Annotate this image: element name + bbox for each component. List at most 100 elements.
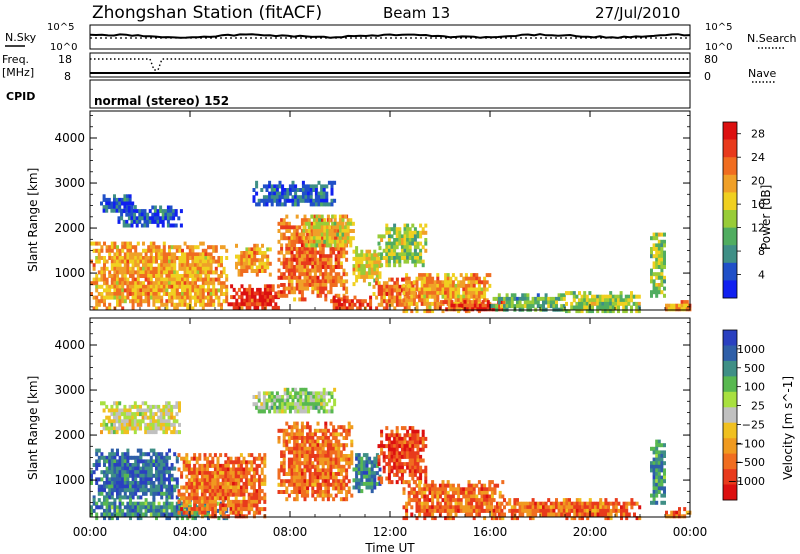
velocity-cell <box>103 459 106 464</box>
velocity-cell <box>255 496 259 501</box>
velocity-cell <box>334 475 338 480</box>
power-cell <box>201 256 205 260</box>
velocity-cell <box>208 492 212 497</box>
power-cell <box>290 236 294 241</box>
velocity-cell <box>131 484 135 489</box>
velocity-cell <box>136 481 140 485</box>
power-cell <box>136 281 140 286</box>
velocity-cell <box>334 428 338 433</box>
power-cell <box>470 291 474 296</box>
power-cell <box>131 252 135 257</box>
power-cell <box>675 303 679 308</box>
velocity-cell <box>95 505 99 510</box>
power-cell <box>306 279 310 284</box>
velocity-cell <box>152 481 156 485</box>
power-cell <box>685 307 689 312</box>
power-cell <box>131 292 135 296</box>
velocity-cell <box>224 471 228 476</box>
velocity-cell <box>234 514 238 519</box>
power-cell <box>352 264 356 269</box>
power-cell <box>332 306 336 311</box>
velocity-cell <box>213 485 217 490</box>
velocity-cell <box>103 498 106 503</box>
power-cell <box>113 292 117 296</box>
power-cell <box>110 281 114 286</box>
velocity-cell <box>329 446 333 451</box>
power-cell <box>255 243 259 248</box>
power-cell <box>369 295 373 300</box>
velocity-cell <box>291 398 295 403</box>
power-cell <box>140 223 144 228</box>
power-cell <box>285 275 289 280</box>
velocity-cell <box>273 409 277 414</box>
velocity-cell <box>211 510 215 515</box>
power-cell <box>655 261 659 266</box>
velocity-cell <box>139 505 143 510</box>
power-cell <box>248 298 252 303</box>
power-cell <box>126 201 129 206</box>
power-cell <box>116 248 119 253</box>
power-cell <box>186 274 190 278</box>
velocity-cell <box>365 460 369 465</box>
velocity-cell <box>113 412 116 417</box>
power-cell <box>311 275 315 280</box>
power-cell <box>321 254 325 259</box>
velocity-cell <box>321 428 325 433</box>
velocity-cell <box>314 398 318 403</box>
power-cell <box>606 294 610 299</box>
power-cell <box>280 232 284 237</box>
power-cell <box>306 286 310 291</box>
velocity-cell <box>187 460 191 465</box>
power-cell <box>298 265 302 269</box>
power-cell <box>311 290 315 295</box>
velocity-cell <box>357 481 361 486</box>
power-cell <box>336 221 340 226</box>
velocity-cell <box>303 457 307 462</box>
power-cell <box>464 283 468 288</box>
power-cell <box>199 270 203 275</box>
power-cell <box>151 219 155 224</box>
power-cell <box>110 208 114 213</box>
velocity-cell <box>213 474 217 479</box>
velocity-cell <box>408 462 412 467</box>
velocity-cell <box>260 507 264 512</box>
velocity-cell <box>408 444 412 449</box>
power-cell <box>280 221 284 226</box>
velocity-cell <box>368 474 372 479</box>
power-cell <box>316 261 320 266</box>
velocity-cell <box>345 432 349 437</box>
power-cell <box>337 299 341 304</box>
power-cell <box>287 261 291 266</box>
power-cell <box>403 227 407 232</box>
power-cell <box>416 230 420 235</box>
power-cell <box>131 245 135 250</box>
power-cell <box>123 194 127 199</box>
velocity-cell <box>195 481 199 486</box>
power-cell <box>168 270 171 275</box>
velocity-cell <box>382 465 386 470</box>
velocity-cell <box>400 444 404 449</box>
power-cell <box>100 277 104 282</box>
velocity-cell <box>403 447 407 452</box>
power-cell <box>155 248 158 253</box>
power-cell <box>95 302 99 307</box>
velocity-cell <box>113 488 117 493</box>
velocity-cell <box>173 466 177 471</box>
power-cell <box>622 305 626 310</box>
power-cell <box>95 277 99 282</box>
power-cell <box>103 256 106 260</box>
velocity-cell <box>300 482 304 487</box>
power-cell <box>90 241 93 246</box>
velocity-cell <box>118 505 122 510</box>
power-cell <box>248 284 252 289</box>
power-cell <box>188 252 192 257</box>
velocity-cell <box>203 499 207 504</box>
velocity-cell <box>168 477 171 482</box>
power-cell <box>460 303 464 308</box>
velocity-cell <box>395 451 399 456</box>
power-cell <box>580 301 584 306</box>
power-cell <box>328 232 332 237</box>
velocity-cell <box>123 412 127 417</box>
power-cell <box>585 294 589 299</box>
power-cell <box>270 184 274 189</box>
